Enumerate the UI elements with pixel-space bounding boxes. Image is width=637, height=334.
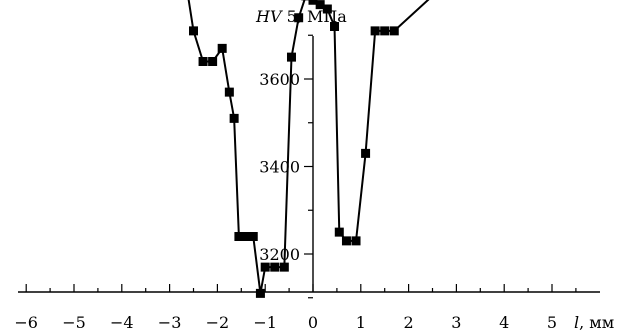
data-point-marker [217,43,227,53]
data-point-marker [351,236,361,246]
x-tick-label: −4 [110,313,134,332]
y-axis-variable: HV [255,7,283,26]
x-axis-title: l, мм [574,313,614,332]
y-tick-label: 3600 [259,70,300,89]
y-tick-label: 3400 [259,158,300,177]
x-tick-label: −5 [62,313,86,332]
data-point-marker [389,26,399,36]
data-point-marker [234,232,244,241]
x-tick-label: −6 [14,313,38,332]
data-point-marker [198,57,208,66]
x-tick-label: 2 [404,313,414,332]
y-tick-label: 3800 [259,0,300,2]
data-point-marker [260,262,270,272]
data-point-marker [334,227,344,237]
x-tick-label: −3 [158,313,182,332]
y-axis-title: HV 5, МПа [255,7,347,26]
y-tick-label: 3200 [259,245,300,264]
data-point-marker [330,22,340,31]
x-axis-ticks: −6 −5 −4 −3 −2 −1 0 1 2 3 4 5 [14,284,577,332]
data-point-marker [294,13,304,23]
x-axis-unit: , мм [579,313,614,332]
data-point-marker [361,148,371,158]
data-point-marker [279,262,289,272]
data-point-marker [248,232,258,241]
data-point-marker [286,52,296,62]
data-point-marker [255,288,265,298]
x-tick-label: 0 [308,313,318,332]
data-point-marker [189,26,198,36]
series-markers [189,0,399,298]
data-point-marker [308,0,318,5]
data-point-marker [229,113,239,123]
x-tick-label: 5 [547,313,557,332]
data-point-marker [270,262,280,272]
x-tick-label: 3 [451,313,461,332]
x-axis-variable: l [574,313,579,332]
data-point-marker [322,4,332,14]
x-tick-label: −2 [206,313,230,332]
data-point-marker [380,26,390,36]
series-line [187,0,430,294]
x-tick-label: 4 [499,313,509,332]
data-point-marker [208,57,218,66]
x-tick-label: 1 [356,313,366,332]
data-point-marker [224,87,234,97]
y-axis-unit: 5, МПа [282,7,348,26]
data-point-marker [241,232,251,241]
data-point-marker [370,26,380,36]
y-axis-ticks: 32003400360038004000 [259,0,313,299]
data-point-marker [341,236,351,246]
data-point-marker [315,0,325,10]
x-tick-label: −1 [253,313,277,332]
